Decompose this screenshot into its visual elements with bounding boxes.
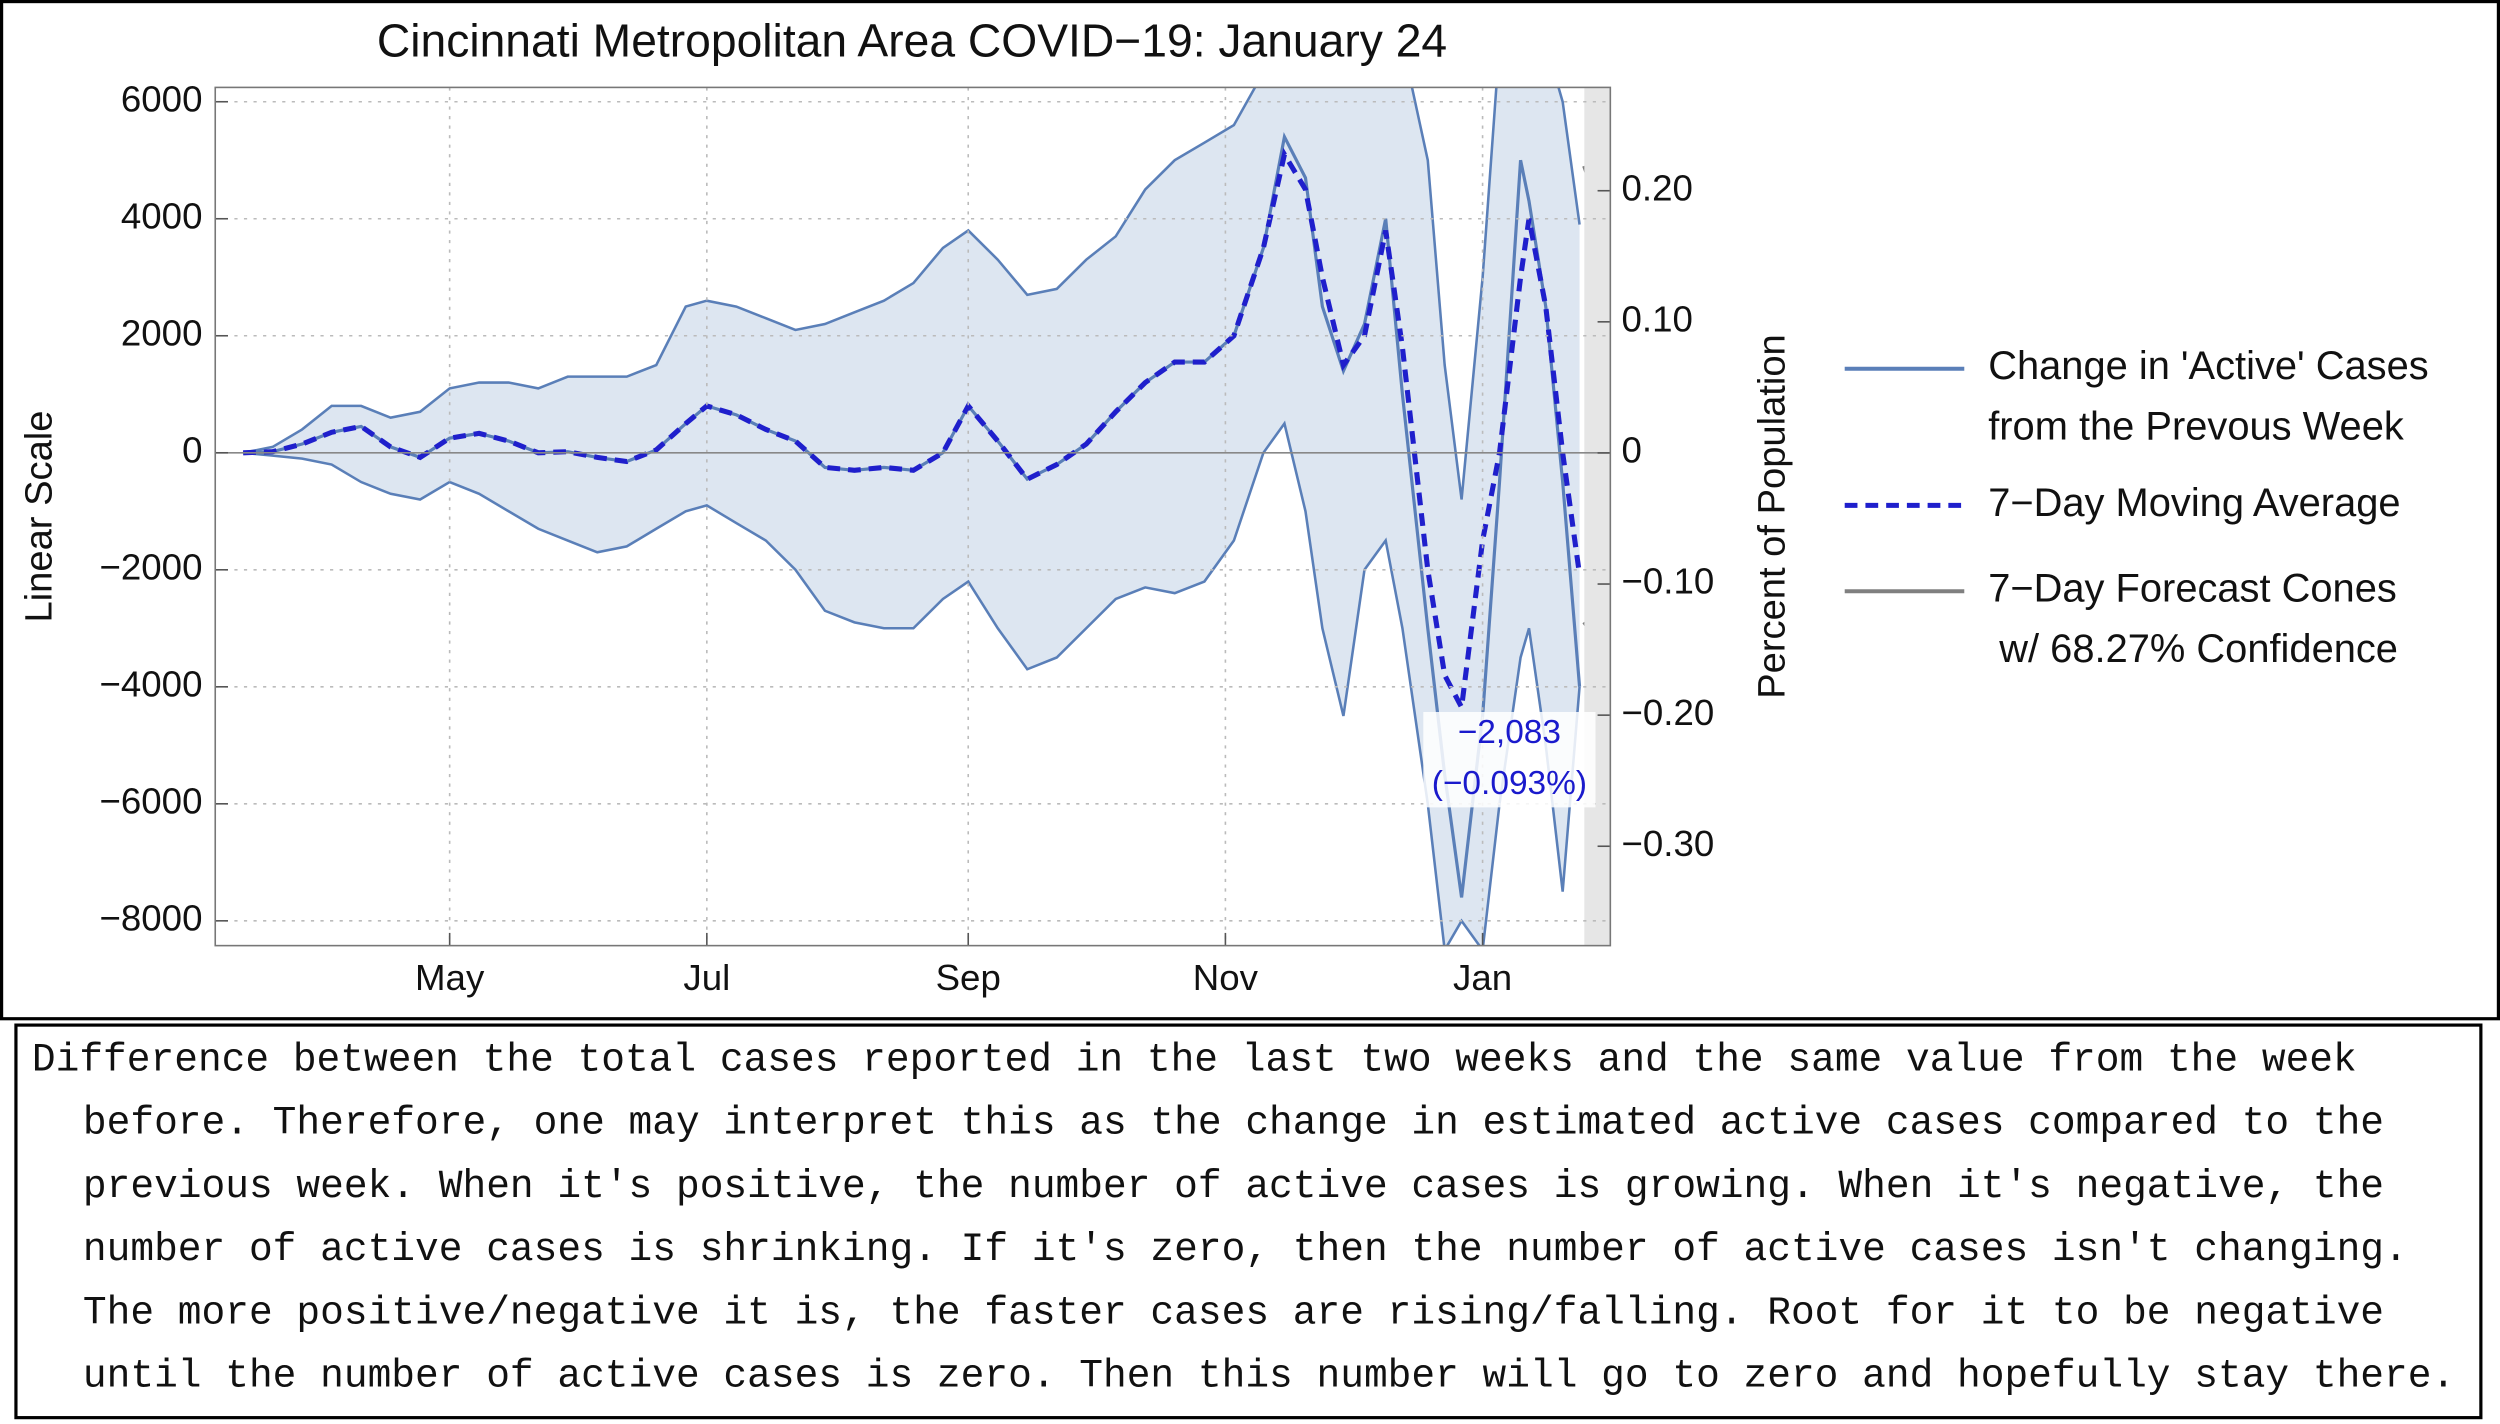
band-edge [242, 87, 1581, 500]
description-line: Difference between the total cases repor… [32, 1038, 2357, 1083]
x-tick-label: Jul [683, 957, 730, 998]
x-tick-label: Sep [936, 957, 1001, 998]
description-line: The more positive/negative it is, the fa… [83, 1291, 2384, 1336]
series-line [243, 147, 1583, 716]
legend-label: 7−Day Forecast Cones [1988, 567, 2397, 611]
y2-axis-label: Percent of Population [1751, 334, 1794, 699]
y2-tick-label: 0.20 [1621, 167, 1692, 208]
y-tick-label: 0 [182, 429, 202, 470]
y2-tick-label: 0.10 [1621, 299, 1692, 340]
description-line: until the number of active cases is zero… [83, 1354, 2455, 1399]
annotation-percent: (−0.093%) [1432, 765, 1587, 802]
y-tick-label: 6000 [121, 78, 203, 119]
annotation-box [1423, 712, 1596, 808]
y2-tick-label: −0.10 [1621, 561, 1714, 602]
x-tick-label: Nov [1193, 957, 1259, 998]
chart-title: Cincinnati Metropolitan Area COVID−19: J… [377, 15, 1447, 67]
legend-label: Change in 'Active' Cases [1988, 344, 2428, 388]
plot-area: May Jul Sep Nov Jan 6000 4000 2000 0 −2000 −4000 −6… [99, 78, 1714, 998]
description-box [14, 1023, 2483, 1420]
description-line: previous week. When it's positive, the n… [83, 1164, 2384, 1209]
description-line: number of active cases is shrinking. If … [83, 1227, 2408, 1272]
y-tick-label: 2000 [121, 312, 203, 353]
legend-label: from the Prevous Week [1988, 405, 2404, 449]
y-tick-label: −4000 [99, 664, 202, 705]
y-axis-label: Linear Scale [18, 411, 61, 623]
legend-label: w/ 68.27% Confidence [1988, 627, 2398, 671]
y-tick-label: −2000 [99, 546, 202, 587]
y2-tick-label: −0.30 [1621, 823, 1714, 864]
forecast-zone [1584, 87, 1611, 946]
y-tick-label: −6000 [99, 781, 202, 822]
description-line: before. Therefore, one may interpret thi… [83, 1101, 2384, 1146]
legend-label: 7−Day Moving Average [1988, 481, 2400, 525]
y-tick-label: 4000 [121, 195, 203, 236]
annotation-value: −2,083 [1458, 714, 1561, 751]
y2-tick-label: 0 [1621, 430, 1641, 471]
y2-tick-label: −0.20 [1621, 692, 1714, 733]
plot-frame [214, 86, 1612, 947]
band-edge [243, 420, 1581, 946]
x-tick-label: Jan [1453, 957, 1512, 998]
y-tick-label: −8000 [99, 898, 202, 939]
x-tick-label: May [415, 957, 485, 998]
